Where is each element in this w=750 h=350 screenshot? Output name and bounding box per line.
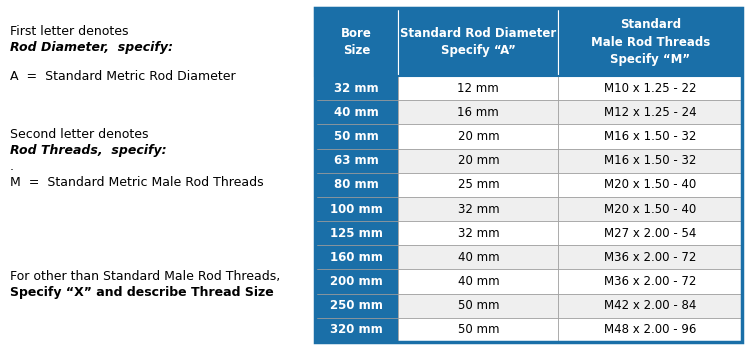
Bar [559, 173, 742, 197]
Text: A  =  Standard Metric Rod Diameter: A = Standard Metric Rod Diameter [10, 70, 236, 83]
Text: .: . [10, 160, 14, 173]
Bar [559, 76, 742, 100]
Text: 25 mm: 25 mm [458, 178, 500, 191]
Text: 12 mm: 12 mm [458, 82, 500, 95]
Bar [315, 173, 398, 197]
Text: M36 x 2.00 - 72: M36 x 2.00 - 72 [604, 275, 697, 288]
Text: M27 x 2.00 - 54: M27 x 2.00 - 54 [604, 227, 697, 240]
Bar [559, 318, 742, 342]
Text: 32 mm: 32 mm [334, 82, 379, 95]
Text: M12 x 1.25 - 24: M12 x 1.25 - 24 [604, 106, 697, 119]
Text: 50 mm: 50 mm [458, 323, 499, 336]
Bar [398, 270, 559, 294]
Text: 16 mm: 16 mm [458, 106, 500, 119]
Text: M  =  Standard Metric Male Rod Threads: M = Standard Metric Male Rod Threads [10, 176, 264, 189]
Bar [398, 294, 559, 318]
Text: Standard
Male Rod Threads
Specify “M”: Standard Male Rod Threads Specify “M” [590, 19, 710, 65]
Text: 40 mm: 40 mm [458, 251, 500, 264]
Text: 50 mm: 50 mm [458, 299, 499, 312]
Bar [315, 8, 398, 76]
Text: 20 mm: 20 mm [458, 154, 500, 167]
Text: 200 mm: 200 mm [330, 275, 383, 288]
Bar [398, 76, 559, 100]
Text: 320 mm: 320 mm [330, 323, 383, 336]
Bar [315, 245, 398, 270]
Text: First letter denotes: First letter denotes [10, 25, 128, 38]
Bar [559, 294, 742, 318]
Text: 100 mm: 100 mm [330, 203, 383, 216]
Bar [315, 76, 398, 100]
Text: M48 x 2.00 - 96: M48 x 2.00 - 96 [604, 323, 697, 336]
Bar [559, 197, 742, 221]
Text: For other than Standard Male Rod Threads,: For other than Standard Male Rod Threads… [10, 270, 280, 283]
Text: 250 mm: 250 mm [330, 299, 383, 312]
Text: 40 mm: 40 mm [458, 275, 500, 288]
Bar [315, 8, 742, 342]
Bar [315, 8, 742, 76]
Bar [315, 148, 398, 173]
Text: 20 mm: 20 mm [458, 130, 500, 143]
Text: 80 mm: 80 mm [334, 178, 379, 191]
Text: Rod Threads,  specify:: Rod Threads, specify: [10, 144, 166, 157]
Bar [315, 197, 398, 221]
Bar [559, 100, 742, 124]
Bar [398, 8, 559, 76]
Text: 50 mm: 50 mm [334, 130, 379, 143]
Text: M20 x 1.50 - 40: M20 x 1.50 - 40 [604, 178, 696, 191]
Bar [315, 270, 398, 294]
Bar [559, 245, 742, 270]
Bar [398, 100, 559, 124]
Text: 32 mm: 32 mm [458, 227, 500, 240]
Text: 40 mm: 40 mm [334, 106, 379, 119]
Text: Bore
Size: Bore Size [341, 27, 372, 57]
Text: Standard Rod Diameter
Specify “A”: Standard Rod Diameter Specify “A” [400, 27, 556, 57]
Text: 32 mm: 32 mm [458, 203, 500, 216]
Text: M36 x 2.00 - 72: M36 x 2.00 - 72 [604, 251, 697, 264]
Bar [398, 318, 559, 342]
Text: Rod Diameter,  specify:: Rod Diameter, specify: [10, 41, 173, 54]
Bar [559, 124, 742, 148]
Bar [398, 221, 559, 245]
Text: M16 x 1.50 - 32: M16 x 1.50 - 32 [604, 130, 697, 143]
Text: Specify “X” and describe Thread Size: Specify “X” and describe Thread Size [10, 286, 274, 299]
Text: 63 mm: 63 mm [334, 154, 379, 167]
Bar [315, 124, 398, 148]
Bar [398, 124, 559, 148]
Text: M10 x 1.25 - 22: M10 x 1.25 - 22 [604, 82, 697, 95]
Bar [559, 270, 742, 294]
Bar [315, 318, 398, 342]
Text: M16 x 1.50 - 32: M16 x 1.50 - 32 [604, 154, 697, 167]
Text: 125 mm: 125 mm [330, 227, 383, 240]
Bar [398, 148, 559, 173]
Bar [315, 100, 398, 124]
Text: 160 mm: 160 mm [330, 251, 383, 264]
Bar [559, 148, 742, 173]
Bar [559, 8, 742, 76]
Text: M20 x 1.50 - 40: M20 x 1.50 - 40 [604, 203, 696, 216]
Bar [315, 294, 398, 318]
Bar [315, 221, 398, 245]
Bar [398, 245, 559, 270]
Text: M42 x 2.00 - 84: M42 x 2.00 - 84 [604, 299, 697, 312]
Bar [398, 197, 559, 221]
Bar [559, 221, 742, 245]
Bar [398, 173, 559, 197]
Text: Second letter denotes: Second letter denotes [10, 128, 148, 141]
